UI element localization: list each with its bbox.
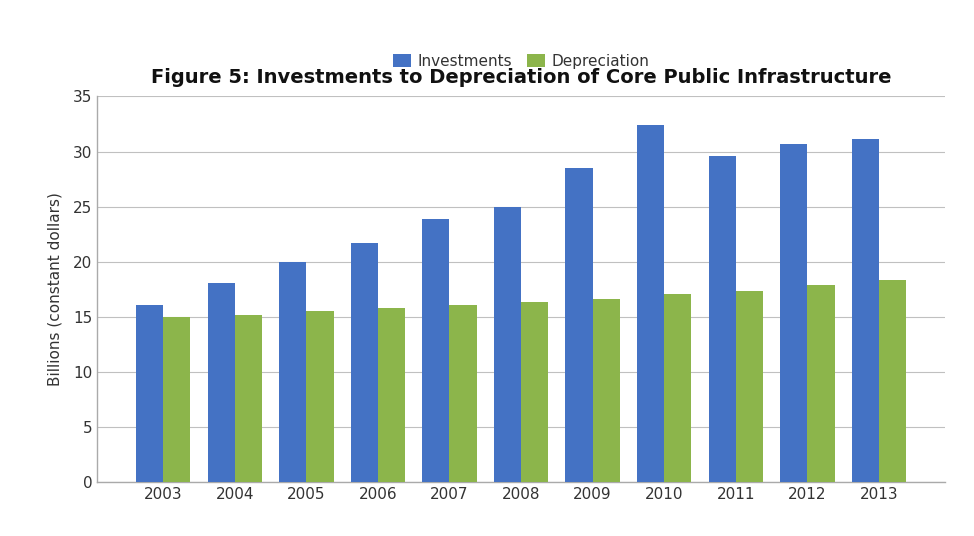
Bar bbox=[852, 139, 880, 482]
Title: Figure 5: Investments to Depreciation of Core Public Infrastructure: Figure 5: Investments to Depreciation of… bbox=[151, 68, 891, 87]
Y-axis label: Billions (constant dollars): Billions (constant dollars) bbox=[47, 192, 62, 386]
Bar bbox=[235, 315, 262, 482]
Bar bbox=[780, 144, 807, 482]
Bar bbox=[709, 156, 736, 482]
Bar bbox=[207, 283, 235, 482]
Bar bbox=[280, 262, 306, 482]
Bar bbox=[163, 317, 190, 482]
Bar bbox=[449, 305, 476, 482]
Bar bbox=[736, 291, 763, 482]
Bar bbox=[351, 243, 378, 482]
Bar bbox=[423, 219, 449, 482]
Bar bbox=[136, 305, 163, 482]
Bar bbox=[637, 125, 664, 482]
Legend: Investments, Depreciation: Investments, Depreciation bbox=[393, 54, 650, 69]
Bar bbox=[593, 300, 619, 482]
Bar bbox=[566, 168, 593, 482]
Bar bbox=[521, 302, 548, 482]
Bar bbox=[664, 294, 692, 482]
Bar bbox=[378, 308, 405, 482]
Bar bbox=[880, 279, 906, 482]
Bar bbox=[494, 207, 521, 482]
Bar bbox=[807, 285, 835, 482]
Bar bbox=[306, 311, 333, 482]
